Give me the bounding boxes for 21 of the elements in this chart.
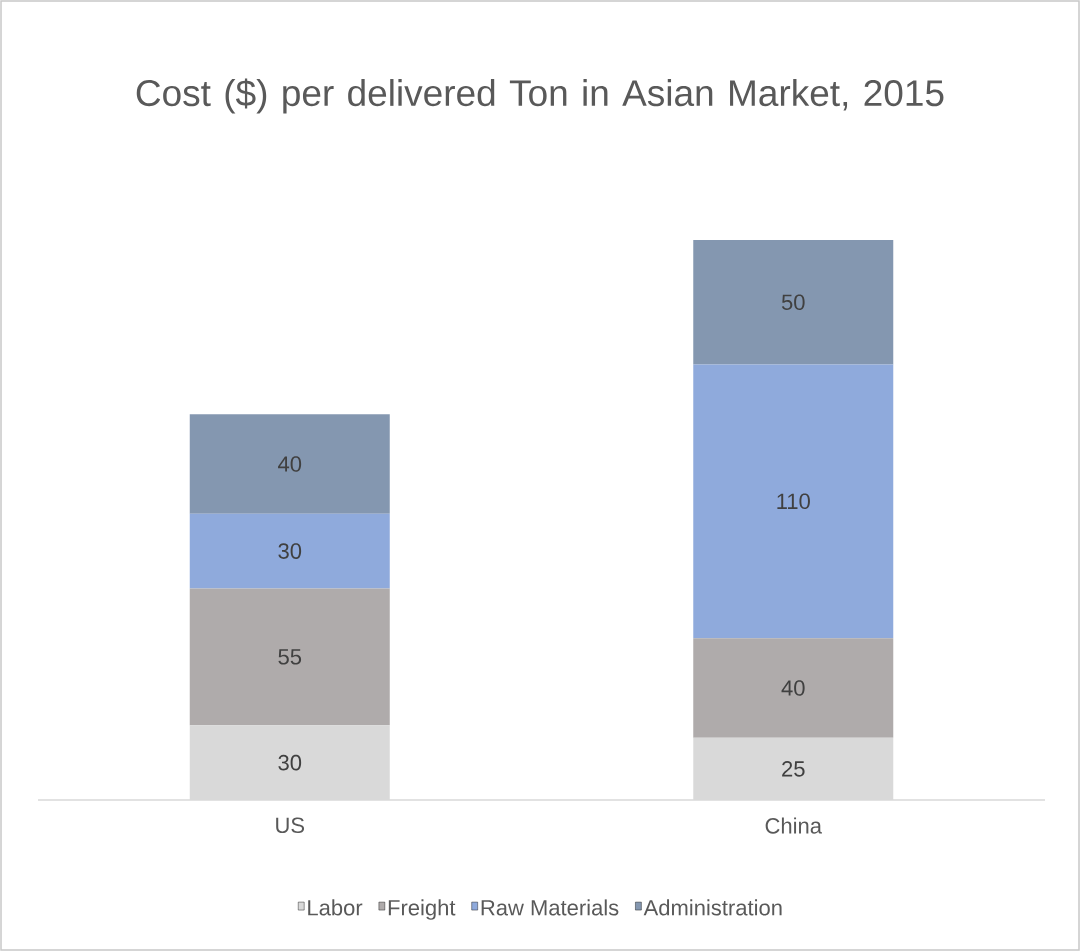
bar (189, 513, 390, 589)
bar (189, 414, 390, 514)
data-label: 50 (781, 294, 805, 310)
x-tick-label: China (765, 817, 822, 834)
data-label: 25 (782, 761, 805, 777)
data-label: 110 (777, 493, 810, 510)
x-tick-label: US (276, 817, 305, 834)
chart-title: Cost ($) per delivered Ton in Asian Market, 2015 (136, 78, 944, 114)
legend-label: Raw Materials (481, 899, 619, 916)
data-label: 30 (278, 543, 302, 559)
data-label: 40 (781, 680, 805, 696)
data-label: 55 (278, 649, 302, 665)
legend-label: Administration (643, 899, 782, 916)
bar (693, 239, 894, 365)
bar (693, 364, 894, 639)
legend-label: Freight (388, 899, 456, 920)
bar (693, 638, 894, 738)
legend-label: Labor (308, 899, 363, 916)
data-label: 40 (278, 456, 302, 472)
bar (189, 588, 390, 726)
data-label: 30 (278, 754, 302, 771)
